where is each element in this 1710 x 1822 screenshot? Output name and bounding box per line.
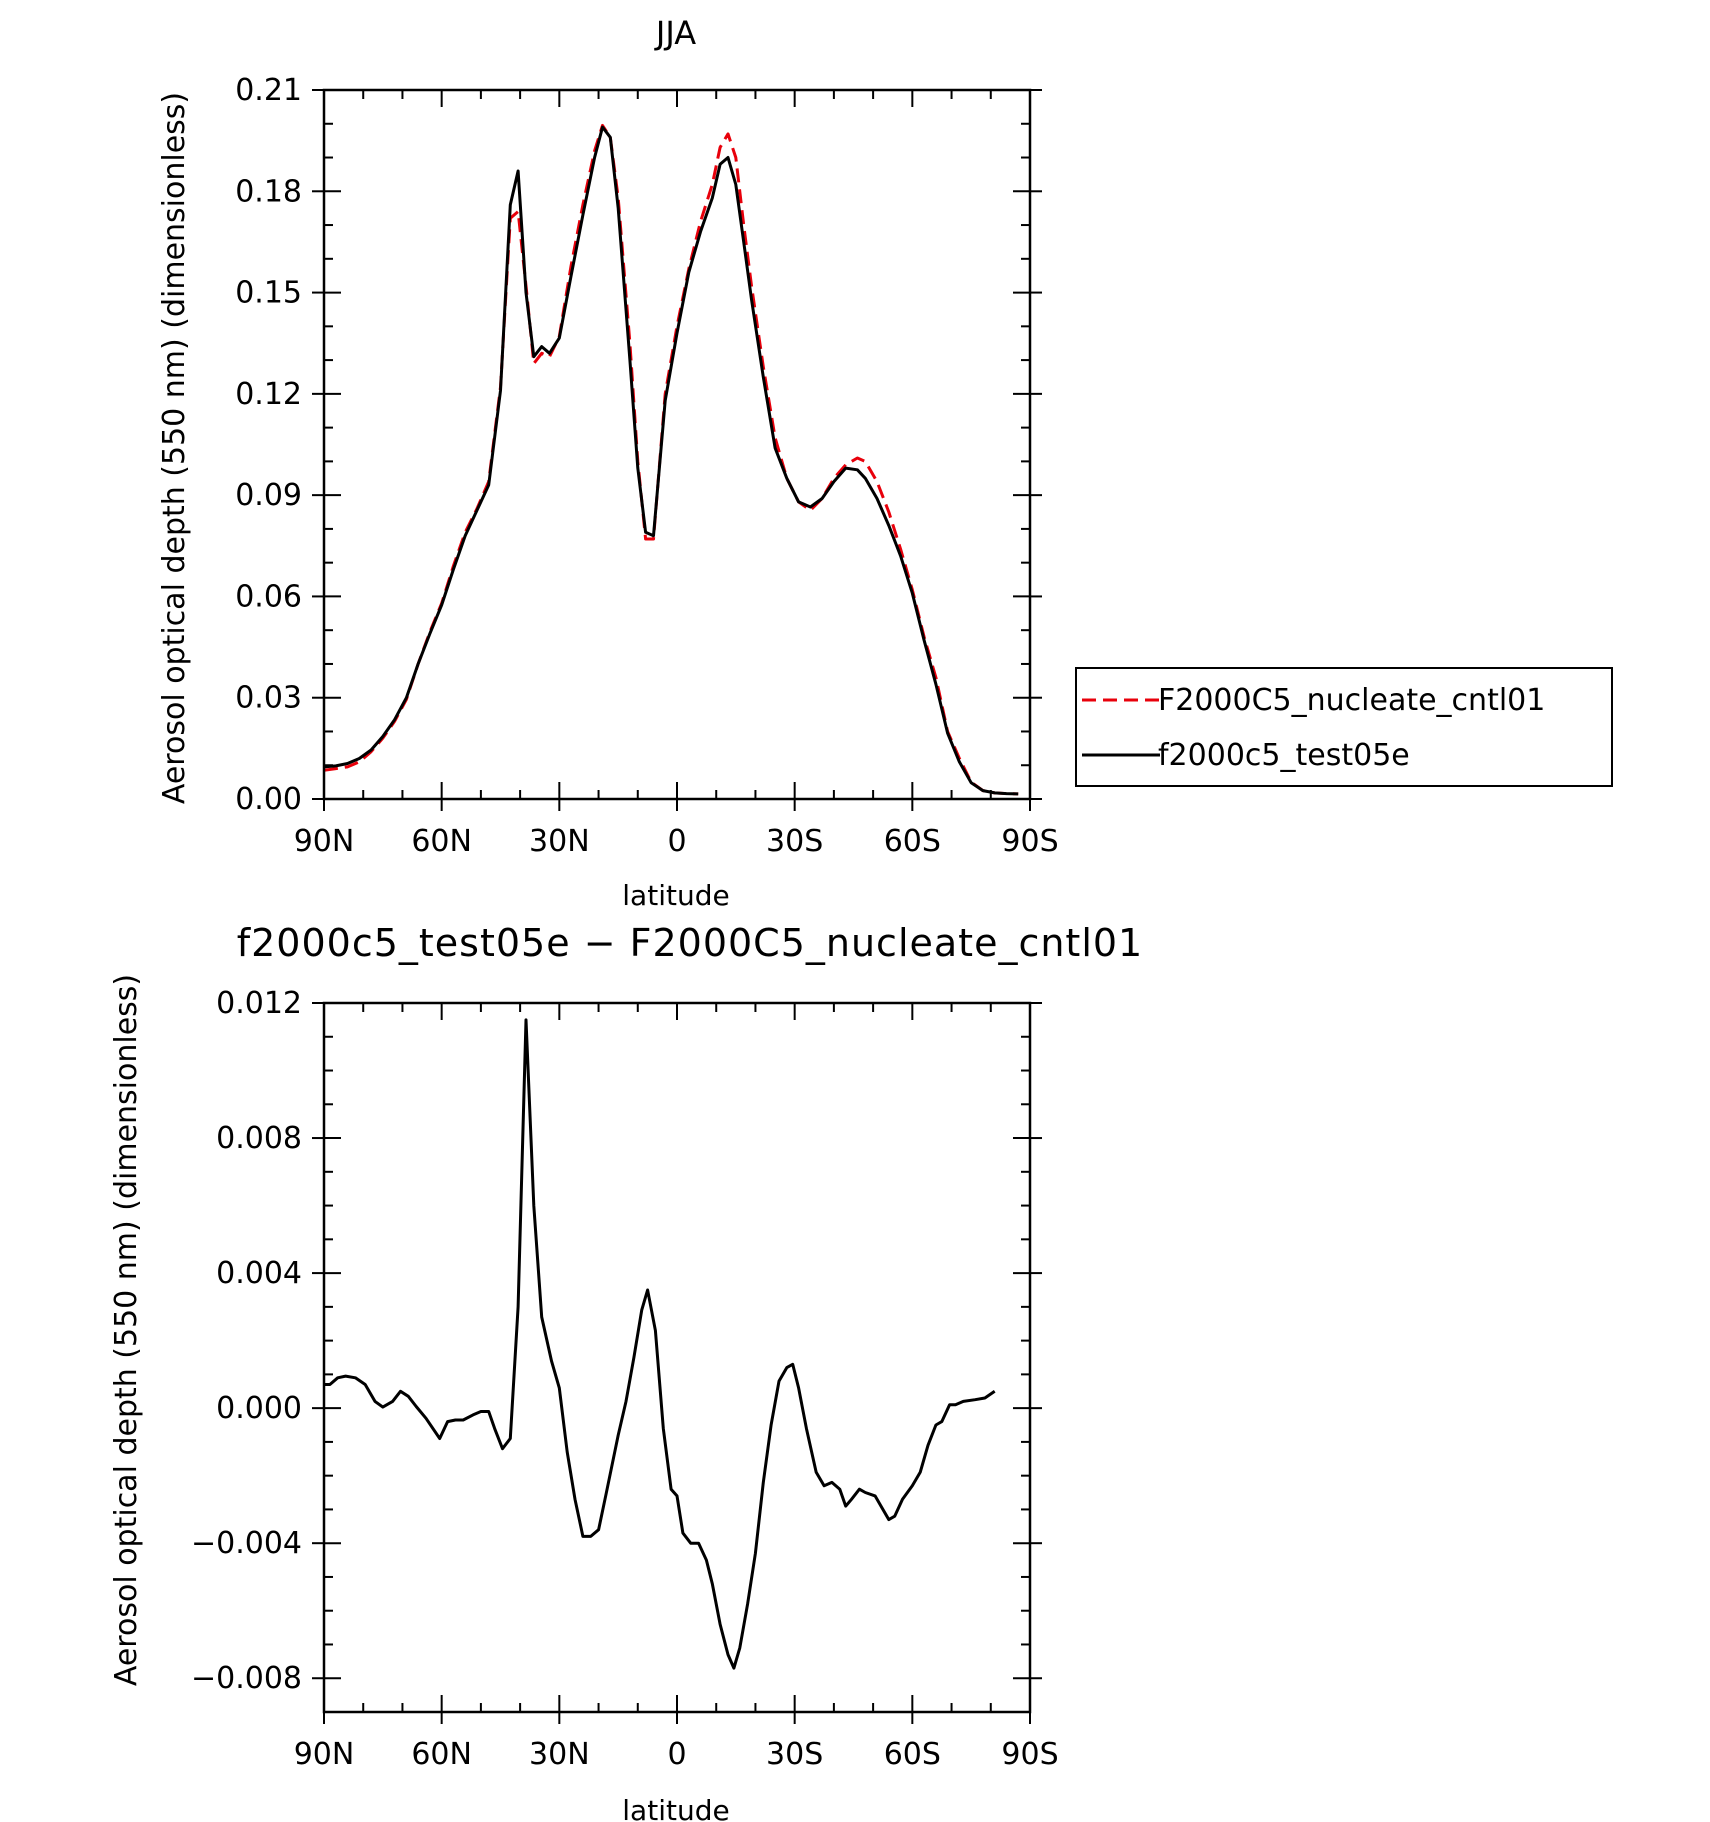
plot-frame xyxy=(322,1001,1032,1714)
y-tick-label: 0.12 xyxy=(235,377,302,412)
chart-title: JJA xyxy=(654,14,696,52)
axis-ticks: 90N 60N 30N 0 30S 60S 90S 0.00 0.03 0.06 0.09 0.12 0… xyxy=(235,73,1058,859)
y-tick-label: −0.004 xyxy=(191,1526,302,1561)
series-line-F2000C5_nucleate_cntl01 xyxy=(323,123,1019,796)
y-tick-label: 0.21 xyxy=(235,73,302,108)
legend-label-test05e: f2000c5_test05e xyxy=(1158,738,1410,773)
series-line-f2000c5_test05e xyxy=(323,125,1019,796)
x-tick-label: 0 xyxy=(667,1737,686,1772)
chart-title: f2000c5_test05e − F2000C5_nucleate_cntl0… xyxy=(237,921,1143,965)
y-tick-label: −0.008 xyxy=(191,1661,302,1696)
y-axis-label: Aerosol optical depth (550 nm) (dimensio… xyxy=(157,92,192,804)
y-tick-label: 0.000 xyxy=(216,1391,302,1426)
y-tick-label: 0.18 xyxy=(235,174,302,209)
legend-label-cntl01: F2000C5_nucleate_cntl01 xyxy=(1158,683,1545,718)
x-tick-label: 90N xyxy=(294,824,355,859)
y-tick-label: 0.004 xyxy=(216,1256,302,1291)
y-tick-label: 0.03 xyxy=(235,681,302,716)
y-tick-label: 0.09 xyxy=(235,478,302,513)
x-tick-label: 30S xyxy=(766,1737,823,1772)
x-tick-label: 30N xyxy=(529,1737,590,1772)
plot-frame xyxy=(322,88,1032,801)
series-layer xyxy=(323,123,1019,796)
x-tick-label: 90S xyxy=(1001,824,1058,859)
x-tick-label: 60S xyxy=(884,824,941,859)
x-tick-label: 30N xyxy=(529,824,590,859)
x-tick-label: 90N xyxy=(294,1737,355,1772)
x-tick-label: 60S xyxy=(884,1737,941,1772)
y-tick-label: 0.00 xyxy=(235,782,302,817)
axis-ticks: 90N 60N 30N 0 30S 60S 90S −0.008 −0.004 0.000 0.00… xyxy=(191,986,1059,1772)
series-layer xyxy=(324,1018,996,1670)
x-tick-label: 30S xyxy=(766,824,823,859)
x-tick-label: 90S xyxy=(1001,1737,1058,1772)
y-axis-label: Aerosol optical depth (550 nm) (dimensio… xyxy=(109,974,144,1686)
x-axis-label: latitude xyxy=(622,879,729,912)
difference-panel: f2000c5_test05e − F2000C5_nucleate_cntl0… xyxy=(109,921,1143,1822)
y-tick-label: 0.012 xyxy=(216,986,302,1021)
x-tick-label: 0 xyxy=(667,824,686,859)
series-line-difference xyxy=(324,1018,996,1670)
x-tick-label: 60N xyxy=(411,1737,472,1772)
x-axis-label: latitude xyxy=(622,1794,729,1822)
y-tick-label: 0.15 xyxy=(235,276,302,311)
aod-panel: JJA Aerosol optical depth (550 nm) (dime… xyxy=(157,14,1613,912)
x-tick-label: 60N xyxy=(411,824,472,859)
legend: F2000C5_nucleate_cntl01 f2000c5_test05e xyxy=(1075,667,1613,787)
y-tick-label: 0.008 xyxy=(216,1121,302,1156)
legend-box xyxy=(1075,667,1613,787)
y-tick-label: 0.06 xyxy=(235,579,302,614)
